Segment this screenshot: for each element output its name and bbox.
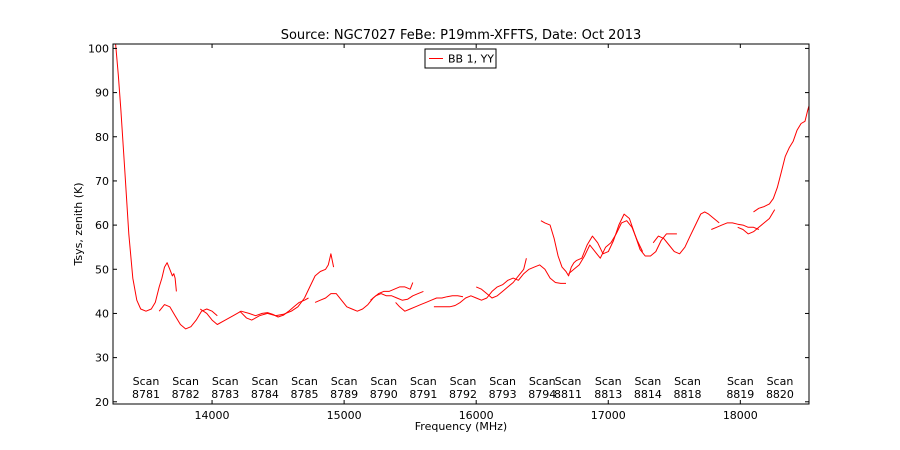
scan-annotation-title: Scan — [133, 375, 160, 388]
scan-annotation-title: Scan — [450, 375, 477, 388]
series-line-segment — [652, 211, 720, 255]
scan-annotation-number: 8781 — [132, 388, 160, 401]
y-tick-label: 100 — [88, 42, 109, 55]
scan-annotation-title: Scan — [529, 375, 556, 388]
scan-annotation-title: Scan — [595, 375, 622, 388]
series-line-segment — [753, 105, 810, 213]
series-line-segment — [199, 297, 309, 325]
scan-annotation-number: 8791 — [409, 388, 437, 401]
scan-annotation-number: 8785 — [290, 388, 318, 401]
scan-annotation-number: 8784 — [251, 388, 279, 401]
series-line-segment — [737, 209, 776, 235]
series-line-segment — [711, 222, 759, 230]
y-tick-label: 40 — [95, 307, 109, 320]
y-tick-label: 30 — [95, 352, 109, 365]
scan-annotation-number: 8818 — [673, 388, 701, 401]
scan-annotation-title: Scan — [767, 375, 794, 388]
series-line-segment — [239, 253, 335, 321]
scan-annotation-title: Scan — [635, 375, 662, 388]
scan-annotation-title: Scan — [172, 375, 199, 388]
series-line-segment — [433, 264, 566, 308]
y-axis-label: Tsys, zenith (K) — [72, 182, 85, 266]
y-tick-label: 50 — [95, 263, 109, 276]
scan-annotation-number: 8813 — [594, 388, 622, 401]
scan-annotation-number: 8794 — [528, 388, 556, 401]
series-line-segment — [158, 304, 218, 330]
legend-box — [424, 48, 497, 69]
x-tick-label: 18000 — [723, 409, 758, 422]
scan-annotation-number: 8792 — [449, 388, 477, 401]
series-line-segment — [314, 282, 414, 312]
x-tick-label: 17000 — [591, 409, 626, 422]
series-line-segment — [395, 295, 464, 312]
scan-annotations: Scan8781Scan8782Scan8783Scan8784Scan8785… — [132, 375, 794, 401]
scan-annotation-title: Scan — [212, 375, 239, 388]
scan-annotation-number: 8820 — [766, 388, 794, 401]
scan-annotation-title: Scan — [331, 375, 358, 388]
scan-annotation-number: 8793 — [489, 388, 517, 401]
scan-annotation-title: Scan — [291, 375, 318, 388]
scan-annotation-title: Scan — [674, 375, 701, 388]
scan-annotation-title: Scan — [489, 375, 516, 388]
x-tick-label: 14000 — [195, 409, 230, 422]
x-axis: 14000 15000 16000 17000 18000 — [195, 44, 758, 422]
scan-annotation-title: Scan — [727, 375, 754, 388]
x-tick-label: 16000 — [459, 409, 494, 422]
series-line-segment — [115, 43, 177, 312]
series-line-segment — [540, 213, 677, 277]
scan-annotation-title: Scan — [370, 375, 397, 388]
y-tick-label: 60 — [95, 219, 109, 232]
scan-annotation-number: 8783 — [211, 388, 239, 401]
scan-annotation-number: 8819 — [726, 388, 754, 401]
series-line-segment — [476, 258, 527, 299]
y-tick-label: 70 — [95, 175, 109, 188]
x-axis-label: Frequency (MHz) — [415, 420, 507, 433]
y-tick-label: 90 — [95, 87, 109, 100]
scan-annotation-title: Scan — [410, 375, 437, 388]
y-tick-label: 80 — [95, 131, 109, 144]
scan-annotation-number: 8789 — [330, 388, 358, 401]
y-tick-label: 20 — [95, 396, 109, 409]
scan-annotation-number: 8790 — [370, 388, 398, 401]
chart-title: Source: NGC7027 FeBe: P19mm-XFFTS, Date:… — [281, 28, 642, 43]
plot-area — [115, 43, 810, 330]
series-line-segment — [370, 290, 424, 301]
legend-label: BB 1, YY — [448, 53, 494, 66]
legend: BB 1, YY — [424, 48, 497, 69]
plot-frame — [112, 43, 810, 405]
scan-annotation-number: 8811 — [554, 388, 582, 401]
scan-annotation-title: Scan — [555, 375, 582, 388]
scan-annotation-title: Scan — [252, 375, 279, 388]
x-tick-label: 15000 — [327, 409, 362, 422]
series-line-segment — [568, 220, 644, 275]
scan-annotation-number: 8782 — [172, 388, 200, 401]
y-axis: 20 30 40 50 60 70 80 90 100 — [88, 42, 809, 409]
scan-annotation-number: 8814 — [634, 388, 662, 401]
